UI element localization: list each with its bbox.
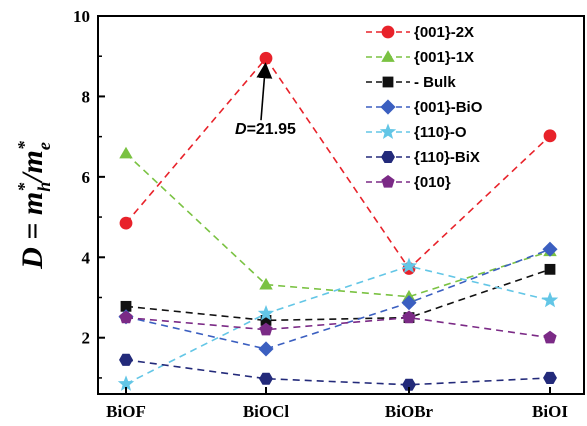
legend-item: {001}-2X (366, 24, 474, 41)
legend-marker (379, 123, 397, 139)
series-line (125, 152, 551, 298)
ylabel-sub-e: e (34, 142, 54, 150)
annotation: D=21.95 (235, 62, 296, 138)
legend-label: {001}-BiO (414, 99, 483, 116)
data-point (544, 263, 556, 275)
legend-item: - Bulk (366, 74, 456, 91)
annotation-label: D=21.95 (235, 121, 296, 138)
y-tick-label: 4 (82, 248, 91, 267)
data-point (258, 341, 274, 357)
series-3 (120, 263, 556, 326)
legend-label: {110}-BiX (414, 149, 480, 166)
legend-item: {110}-BiX (366, 149, 480, 166)
legend-label: {001}-1X (414, 49, 474, 66)
y-tick-label: 10 (73, 7, 90, 26)
legend-label: {001}-2X (414, 24, 474, 41)
data-point (400, 257, 418, 274)
legend-item: {010} (366, 174, 451, 191)
data-point (119, 146, 133, 159)
series-4 (118, 241, 558, 357)
data-point (401, 295, 417, 311)
series-line (125, 265, 551, 385)
legend-marker (381, 25, 395, 39)
legend-label: - Bulk (414, 74, 456, 91)
ylabel-star-h: * (14, 182, 34, 192)
legend-label: {010} (414, 174, 451, 191)
y-axis-label: D = m*h/m*e (14, 140, 54, 270)
series-line (125, 359, 551, 386)
data-point (119, 216, 133, 230)
legend-item: {001}-BiO (366, 99, 483, 116)
series-1 (119, 51, 557, 275)
y-tick-label: 8 (82, 87, 91, 106)
y-tick-label: 2 (82, 329, 91, 348)
data-point (543, 371, 557, 384)
legend-marker (381, 50, 395, 62)
data-point (402, 378, 416, 391)
axis-layer: 2 4 6 8 10 BiOF BiOCl BiOBr BiOI (73, 7, 568, 421)
ylabel-main: D = m (16, 192, 49, 270)
legend-marker (380, 99, 396, 115)
series-2 (119, 146, 557, 302)
data-point (259, 322, 273, 336)
series-7 (119, 310, 557, 344)
x-tick-label: BiOBr (385, 402, 434, 421)
data-point (543, 129, 557, 143)
data-point (259, 277, 273, 290)
data-point (542, 241, 558, 257)
series-line (125, 316, 551, 339)
data-point (259, 372, 273, 385)
legend-label: {110}-O (414, 124, 467, 141)
legend-marker (382, 76, 394, 88)
plot-frame (97, 15, 585, 395)
legend-marker (381, 175, 395, 188)
ylabel-sub-h: h (34, 182, 54, 192)
series-line (125, 268, 551, 322)
data-point (119, 353, 133, 366)
legend: {001}-2X {001}-1X - Bulk {001}-BiO {110}-O {1… (366, 24, 483, 191)
ylabel-star-e: * (14, 140, 34, 150)
y-tick-label: 6 (82, 168, 91, 187)
series-line (125, 248, 551, 350)
data-point (119, 310, 133, 324)
series-layer (117, 51, 559, 391)
annotation-arrow (256, 62, 273, 121)
legend-item: {110}-O (366, 123, 467, 141)
legend-marker (381, 150, 395, 164)
series-5 (117, 257, 559, 391)
x-tick-label: BiOI (532, 402, 568, 421)
legend-item: {001}-1X (366, 49, 474, 66)
data-point (402, 310, 416, 324)
x-tick-label: BiOCl (243, 402, 290, 421)
data-point (257, 304, 275, 321)
data-point (543, 330, 557, 344)
x-tick-label: BiOF (106, 402, 146, 421)
ylabel-slash: /m (16, 150, 49, 184)
series-line (125, 56, 551, 270)
data-point (259, 51, 273, 65)
data-point (541, 291, 559, 308)
series-6 (119, 353, 557, 391)
